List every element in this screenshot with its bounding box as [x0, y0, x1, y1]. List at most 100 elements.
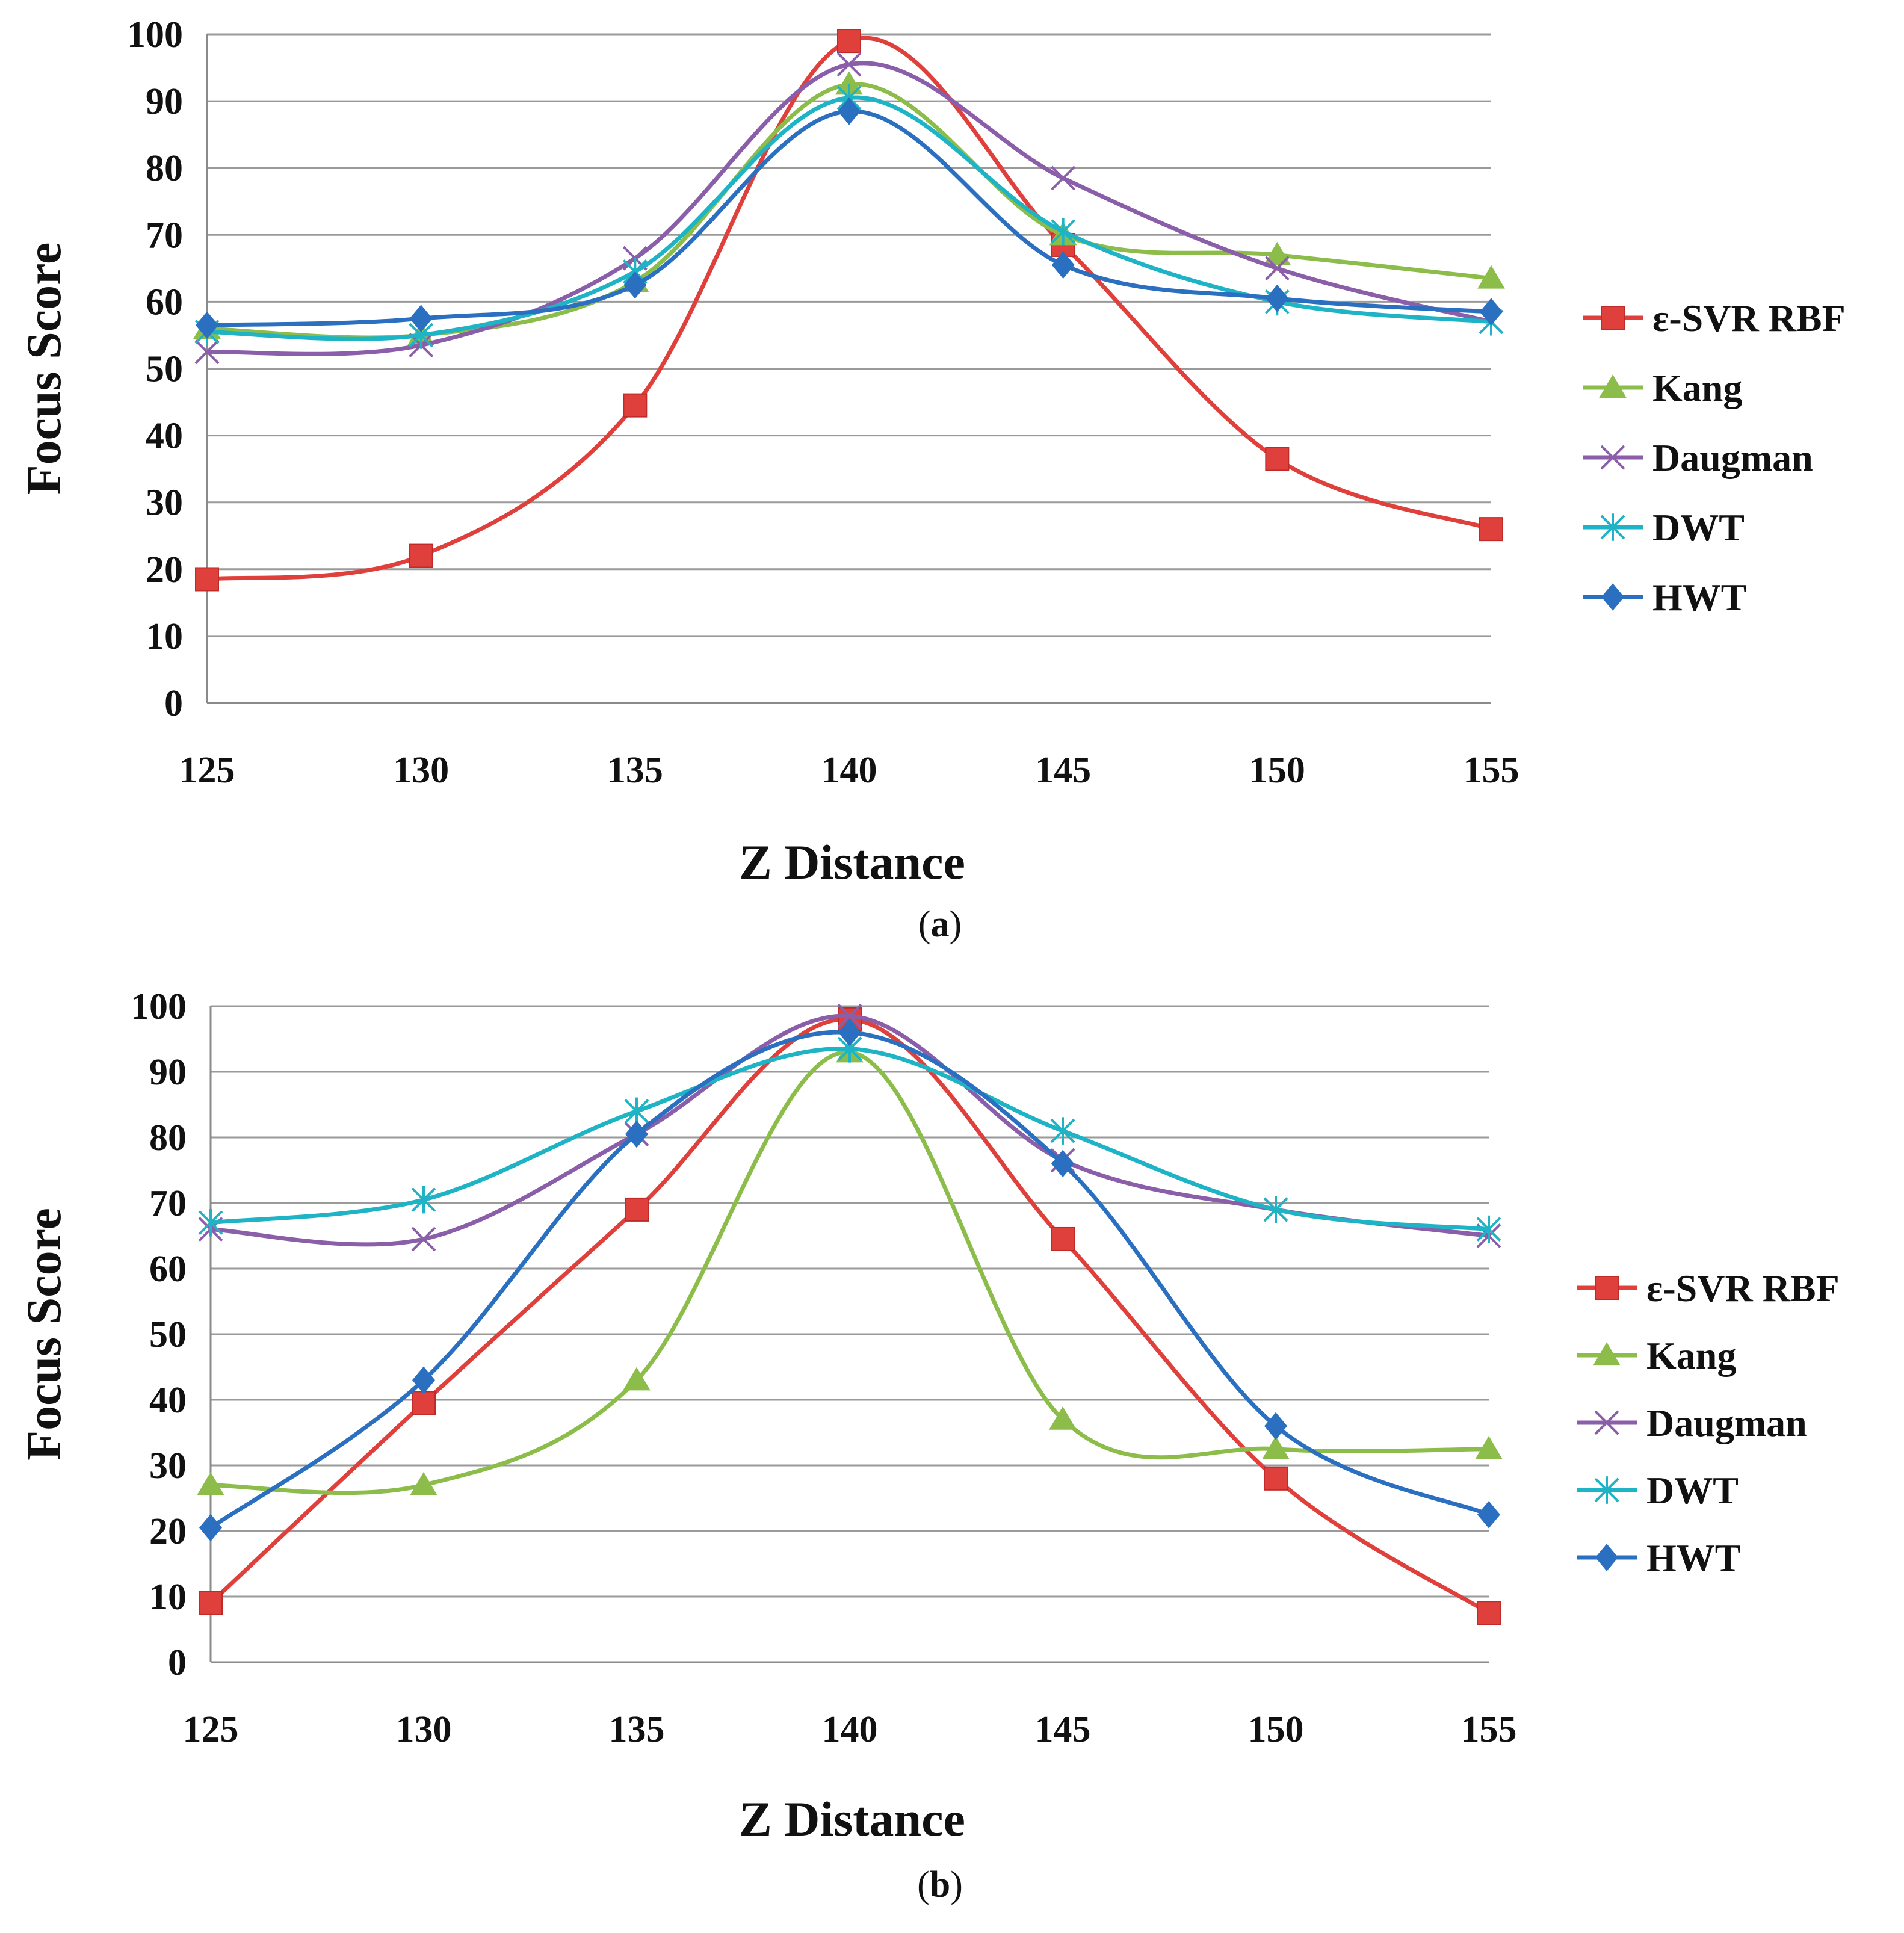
y-tick-label: 10 — [146, 616, 183, 657]
data-point-stroke-b — [1264, 256, 1290, 281]
y-tick-label: 20 — [146, 549, 183, 590]
y-tick-label: 70 — [149, 1183, 187, 1224]
data-point — [1477, 1500, 1500, 1529]
x-tick-label: 145 — [1035, 1709, 1091, 1750]
x-tick-label: 145 — [1035, 750, 1091, 791]
y-tick-label: 100 — [127, 14, 183, 55]
x-tick-label: 155 — [1461, 1709, 1517, 1750]
data-point — [1480, 298, 1503, 326]
x-tick-label: 135 — [609, 1709, 665, 1750]
data-point — [838, 1018, 861, 1047]
series-hwt — [199, 1018, 1500, 1542]
data-point — [1262, 1435, 1290, 1459]
legend: ε-SVR RBF Kang Daugman DWT HWT — [1583, 297, 1846, 619]
legend-item: Daugman — [1583, 436, 1813, 479]
data-point — [1264, 1412, 1287, 1440]
legend-label: Kang — [1646, 1334, 1736, 1377]
data-point — [194, 339, 220, 365]
series-line — [208, 1017, 1491, 1615]
legend-marker — [1601, 306, 1625, 330]
legend-marker — [1595, 1544, 1618, 1571]
y-tick-label: 30 — [149, 1446, 187, 1486]
data-point-stroke-b — [411, 1226, 436, 1252]
data-point-stroke-b — [194, 339, 220, 365]
x-tick-label: 125 — [183, 1709, 239, 1750]
data-point — [196, 311, 218, 339]
series-svrrbf — [199, 1007, 1501, 1625]
legend-label: Daugman — [1646, 1402, 1807, 1444]
data-point — [1051, 1226, 1075, 1251]
x-axis-title: Z Distance — [739, 835, 965, 889]
data-point — [412, 1391, 436, 1415]
data-point — [625, 1120, 648, 1148]
caption-open-paren: ( — [917, 1864, 930, 1905]
y-tick-label: 20 — [149, 1511, 187, 1552]
data-point — [1264, 256, 1290, 281]
data-point — [1051, 1149, 1074, 1178]
legend-label: DWT — [1646, 1469, 1739, 1512]
legend: ε-SVR RBF Kang Daugman DWT HWT — [1577, 1267, 1840, 1579]
x-tick-label: 150 — [1248, 1709, 1304, 1750]
legend-item: DWT — [1577, 1469, 1739, 1512]
legend-marker — [1599, 374, 1627, 398]
legend-marker — [1600, 445, 1625, 470]
series-hwt — [196, 97, 1503, 339]
legend-marker — [1594, 1410, 1619, 1435]
legend-item: HWT — [1577, 1536, 1740, 1579]
data-point — [199, 1591, 223, 1615]
data-point — [197, 1471, 224, 1495]
legend-label: HWT — [1646, 1536, 1740, 1579]
y-tick-label: 50 — [146, 349, 183, 390]
y-tick-label: 40 — [146, 416, 183, 457]
legend-item: Kang — [1577, 1334, 1736, 1377]
legend-label: Kang — [1652, 366, 1742, 409]
data-point — [623, 393, 648, 418]
y-tick-label: 70 — [146, 215, 183, 256]
data-point — [1051, 165, 1076, 191]
legend-item: Daugman — [1577, 1402, 1807, 1444]
data-point — [838, 97, 861, 125]
data-point — [198, 1208, 223, 1237]
legend-item: ε-SVR RBF — [1583, 297, 1846, 339]
data-point-stroke-b — [837, 1003, 862, 1028]
legend-marker-stroke-b — [1594, 1410, 1619, 1435]
legend-label: HWT — [1652, 576, 1746, 619]
data-point — [1477, 1601, 1501, 1625]
y-tick-label: 10 — [149, 1577, 187, 1618]
legend-item: DWT — [1583, 506, 1745, 549]
chart-panel-a: 0 10 20 30 40 50 60 70 80 90 100 125 130 135 140 145 150… — [16, 14, 1846, 945]
x-tick-label: 140 — [822, 1709, 878, 1750]
x-axis-title: Z Distance — [739, 1792, 965, 1846]
data-point — [1051, 251, 1075, 279]
y-tick-label: 50 — [149, 1314, 187, 1355]
data-point — [1266, 285, 1289, 312]
x-tick-label: 140 — [821, 750, 877, 791]
data-point — [199, 1514, 222, 1542]
x-tick-label: 130 — [393, 750, 449, 791]
legend-item: HWT — [1583, 576, 1746, 619]
y-tick-label: 60 — [146, 282, 183, 323]
y-axis-title: Focus Score — [16, 243, 71, 495]
y-axis-title: Focus Score — [16, 1208, 71, 1461]
data-point — [410, 1471, 437, 1495]
legend-marker — [1600, 513, 1625, 541]
caption-close-paren: ) — [950, 1864, 963, 1905]
y-tick-label: 0 — [168, 1642, 187, 1683]
series-line — [208, 1030, 1491, 1530]
data-point-stroke-b — [1051, 165, 1076, 191]
legend-item: ε-SVR RBF — [1577, 1267, 1840, 1310]
data-point — [1263, 241, 1291, 265]
legend-marker — [1593, 1342, 1621, 1366]
legend-marker — [1601, 583, 1624, 611]
data-point — [1051, 217, 1076, 246]
y-tick-label: 60 — [149, 1249, 187, 1290]
data-point — [623, 271, 647, 299]
caption-letter: a — [931, 904, 950, 945]
data-point — [837, 1003, 862, 1028]
data-point — [1264, 1466, 1288, 1491]
legend-item: Kang — [1583, 366, 1742, 409]
series-dwt — [198, 1035, 1501, 1243]
legend-label: ε-SVR RBF — [1652, 297, 1846, 339]
data-point — [195, 567, 219, 592]
